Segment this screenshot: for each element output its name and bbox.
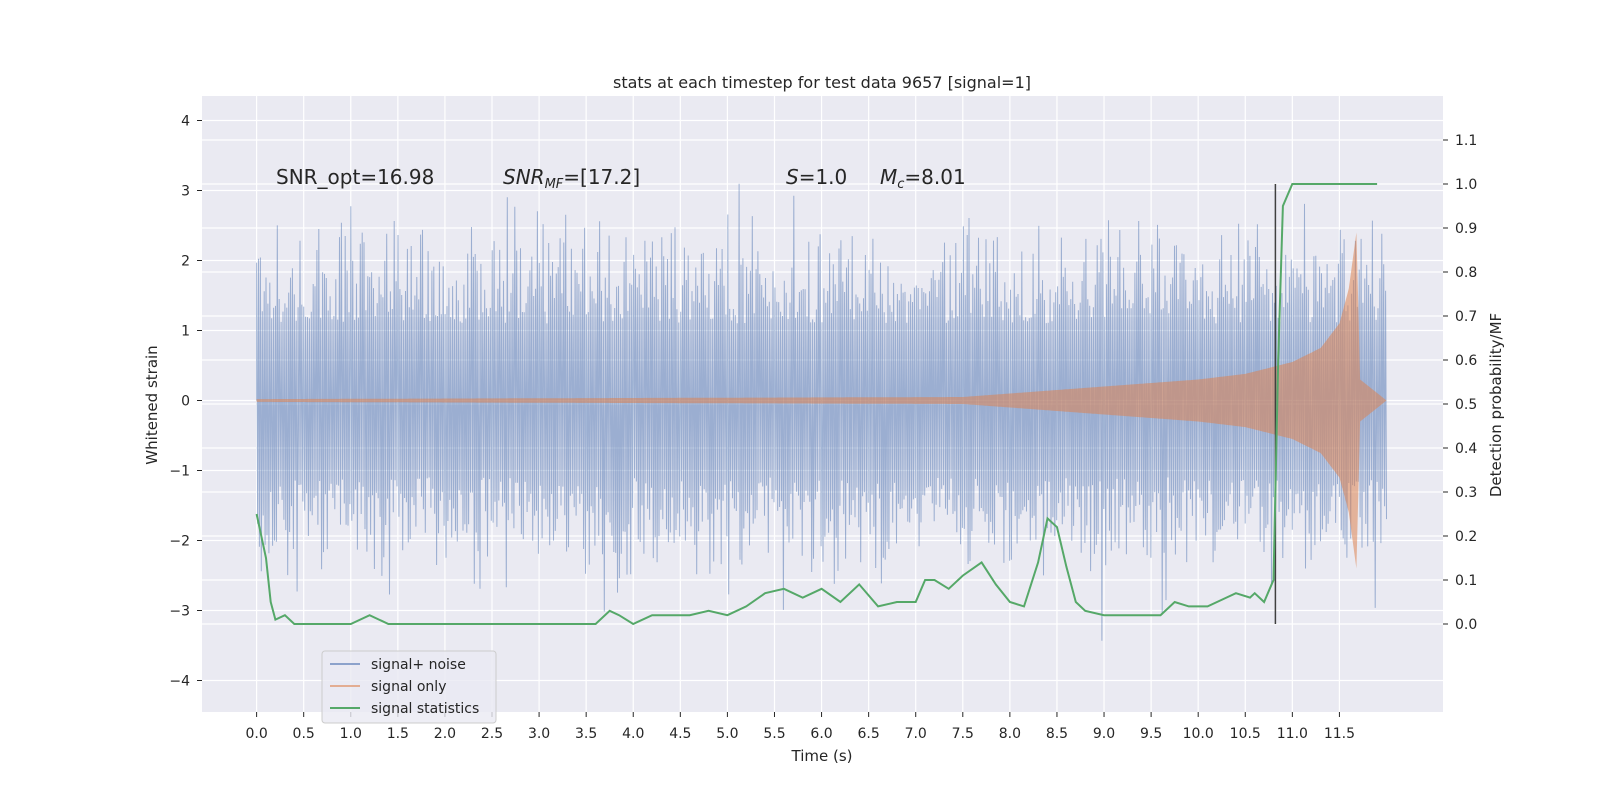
x-tick-label: 3.0 [528,726,550,742]
series-signal-statistics [255,183,1378,626]
y-tick-label: −4 [169,674,190,690]
y-tick-labels: 4 3 2 1 0 −1 −2 −3 −4 [169,114,202,690]
y-tick-label: −1 [169,464,190,480]
y-tick-label: 3 [181,184,190,200]
annotation-mc: Mc=8.01 [880,165,966,192]
x-tick-label: 4.0 [622,726,644,742]
annotation-snr-mf: SNRMF=[17.2] [503,165,640,192]
x-tick-label: 8.5 [1046,726,1068,742]
series-signal-only [256,232,1387,569]
y-tick-label: −2 [169,534,190,550]
y-right-tick-label: 1.1 [1455,133,1477,149]
x-tick-label: 10.5 [1230,726,1261,742]
y-right-tick-labels: 1.1 1.0 0.9 0.8 0.7 0.6 0.5 0.4 0.3 0.2 0.1 0.0 [1443,133,1477,633]
signal-statistics-line [255,183,1378,626]
y-right-tick-label: 0.1 [1455,573,1477,589]
x-tick-label: 0.0 [245,726,267,742]
y-axis-label: Whitened strain [143,345,161,464]
legend: signal+ noise signal only signal statist… [321,650,497,724]
chart-title: stats at each timestep for test data 965… [613,73,1031,92]
y-right-tick-label: 0.5 [1455,397,1477,413]
noise-line [256,183,1387,641]
annotation-mc-value: =8.01 [904,165,965,189]
x-tick-label: 6.5 [858,726,880,742]
y-right-tick-label: 1.0 [1455,177,1477,193]
x-tick-label: 8.0 [999,726,1021,742]
annotation-snr-mf-value: =[17.2] [563,165,640,189]
y-right-tick-label: 0.8 [1455,265,1477,281]
y-right-tick-label: 0.6 [1455,353,1477,369]
y-right-tick-label: 0.7 [1455,309,1477,325]
x-axis-label: Time (s) [791,747,853,765]
annotation-snr-mf-main: SNR [503,165,545,189]
y-right-tick-label: 0.4 [1455,441,1477,457]
x-tick-label: 11.5 [1324,726,1355,742]
x-tick-label: 7.0 [905,726,927,742]
x-tick-label: 9.5 [1140,726,1162,742]
x-tick-label: 10.0 [1183,726,1214,742]
x-tick-label: 1.0 [340,726,362,742]
annotation-s-value: =1.0 [799,165,848,189]
legend-label-signal-statistics: signal statistics [371,701,479,717]
signal-only-envelope [256,232,1387,569]
legend-label-signal-only: signal only [371,679,446,695]
y-right-tick-label: 0.3 [1455,485,1477,501]
x-tick-label: 9.0 [1093,726,1115,742]
legend-label-signal-noise: signal+ noise [371,657,466,673]
x-tick-label: 11.0 [1277,726,1308,742]
y-tick-label: 2 [181,254,190,270]
annotation-snr-opt: SNR_opt=16.98 [276,165,434,189]
x-tick-label: 3.5 [575,726,597,742]
legend-box [321,650,497,724]
y-right-tick-label: 0.0 [1455,617,1477,633]
x-tick-label: 2.5 [481,726,503,742]
annotation-mc-main: M [880,165,897,189]
annotation-s: S=1.0 [786,165,847,189]
y-right-tick-label: 0.9 [1455,221,1477,237]
x-tick-label: 4.5 [669,726,691,742]
annotation-mc-sub: c [897,177,904,192]
x-tick-label: 6.0 [810,726,832,742]
y-tick-label: −3 [169,604,190,620]
x-tick-label: 7.5 [952,726,974,742]
annotation-s-main: S [786,165,799,189]
y-tick-label: 4 [181,114,190,130]
x-tick-label: 2.0 [434,726,456,742]
y-tick-label: 0 [181,394,190,410]
x-tick-labels: 0.0 0.5 1.0 1.5 2.0 2.5 3.0 3.5 4.0 4.5 5.0 5.5 6.0 6… [245,712,1355,742]
x-tick-label: 5.0 [716,726,738,742]
y-tick-label: 1 [181,324,190,340]
x-tick-label: 0.5 [293,726,315,742]
annotation-snr-mf-sub: MF [545,177,564,192]
y-right-tick-label: 0.2 [1455,529,1477,545]
series-signal-noise [256,183,1387,641]
y-right-axis-label: Detection probability/MF [1487,313,1505,497]
x-tick-label: 1.5 [387,726,409,742]
x-tick-label: 5.5 [763,726,785,742]
